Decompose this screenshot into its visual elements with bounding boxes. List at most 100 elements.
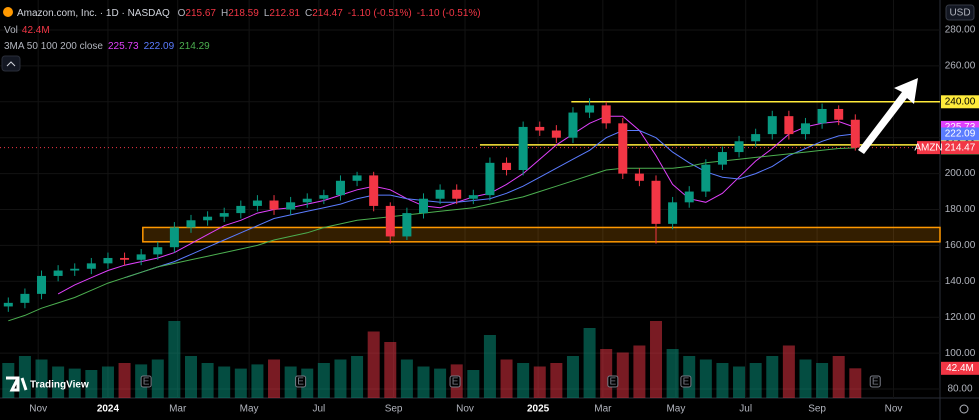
volume-bar (583, 328, 596, 398)
symbol: Amazon.com, Inc. · 1D · NASDAQ (17, 8, 170, 19)
y-tick-label: 280.00 (945, 25, 976, 36)
volume-bar (849, 368, 862, 398)
earnings-label: E (297, 377, 304, 388)
earnings-label: E (609, 377, 616, 388)
x-tick-label: 2025 (527, 404, 550, 415)
candle-body (568, 112, 578, 138)
volume-bar (699, 359, 712, 398)
candle-body (319, 195, 329, 199)
x-tick-label: Jul (312, 404, 325, 415)
currency-button[interactable] (945, 4, 975, 21)
candle-body (219, 213, 229, 217)
price-tag-label: 240.00 (945, 96, 976, 107)
volume-bar (384, 342, 397, 398)
volume-bar (168, 321, 181, 398)
candle-body (3, 302, 13, 307)
volume-bar (317, 363, 330, 398)
volume-bar (633, 345, 646, 398)
change: -1.10 (-0.51%) (417, 8, 481, 19)
ohlc-label: C (305, 8, 312, 19)
volume-bar (483, 335, 496, 398)
candle-body (120, 257, 130, 260)
candle-body (286, 202, 296, 210)
currency: USD (949, 8, 970, 19)
y-tick-label: 100.00 (945, 348, 976, 359)
candle-body (452, 189, 462, 199)
candle-body (402, 213, 412, 237)
candle-body (601, 105, 611, 124)
price-tag (941, 141, 979, 155)
candle-body (784, 116, 794, 135)
y-tick-label: 180.00 (945, 204, 976, 215)
volume-bar (68, 368, 81, 398)
volume-bar (533, 366, 546, 398)
candle-body (70, 268, 80, 271)
earnings-label: E (143, 377, 150, 388)
price-tag-label: 222.09 (945, 129, 976, 140)
chevron (6, 61, 16, 67)
x-tick-label: Sep (385, 404, 403, 415)
earnings-marker (140, 375, 152, 388)
volume-bar (234, 368, 247, 398)
candle-body (551, 130, 561, 138)
x-tick-label: Mar (169, 404, 187, 415)
earnings-label: E (452, 377, 459, 388)
candle-body (717, 152, 727, 165)
settings-icon[interactable] (959, 404, 969, 414)
candle-body (203, 216, 213, 221)
x-tick-label: Mar (594, 404, 612, 415)
volume-bar (351, 356, 364, 398)
volume-bar (400, 359, 413, 398)
candle-body (53, 270, 63, 276)
ohlc-value: 215.67 (185, 8, 216, 19)
candle-body (751, 134, 761, 142)
candle-body (535, 126, 545, 131)
candle-body (169, 227, 179, 248)
volume-bar (284, 366, 297, 398)
candle-body (418, 198, 428, 214)
volume-bar (550, 363, 563, 398)
candle-body (37, 275, 47, 294)
candle-body (468, 195, 478, 199)
brand-logo (6, 376, 28, 392)
ohlc-label: O (178, 8, 186, 19)
y-tick-label: 260.00 (945, 61, 976, 72)
y-tick-label: 80.00 (947, 384, 972, 395)
ma-value: 214.29 (179, 41, 210, 52)
ma-label: 3MA 50 100 200 close (4, 41, 103, 52)
x-tick-label: Nov (885, 404, 903, 415)
earnings-marker (869, 375, 881, 388)
candle-body (136, 254, 146, 260)
candle-body (767, 116, 777, 135)
ohlc-label: H (221, 8, 228, 19)
volume-bar (766, 356, 779, 398)
x-tick-label: Jul (739, 404, 752, 415)
ohlc-value: 214.47 (312, 8, 343, 19)
ohlc-value: 212.81 (269, 8, 300, 19)
candle-body (701, 164, 711, 192)
candle-body (618, 123, 628, 174)
candle-body (585, 105, 595, 113)
volume-bar (749, 363, 762, 398)
candle-body (103, 257, 113, 264)
x-tick-label: 2024 (97, 404, 120, 415)
volume-bar (118, 363, 131, 398)
candle-body (668, 202, 678, 224)
candle-body (269, 200, 279, 210)
candle-body (335, 180, 345, 196)
arrow-annotation (858, 78, 918, 154)
volume-bar (101, 366, 114, 398)
change: -1.10 (-0.51%) (348, 8, 412, 19)
header: Amazon.com, Inc. · 1D · NASDAQ O215.67 H 2… (17, 8, 481, 19)
candle-body (352, 175, 362, 181)
collapse-button[interactable] (1, 55, 21, 72)
price-tag (941, 95, 979, 109)
volume-bar (782, 345, 795, 398)
y-tick-label: 200.00 (945, 168, 976, 179)
vol-legend: Vol 42.4M (4, 25, 50, 36)
volume-bar (500, 359, 513, 398)
volume-bar (417, 366, 430, 398)
volume-bar (733, 366, 746, 398)
